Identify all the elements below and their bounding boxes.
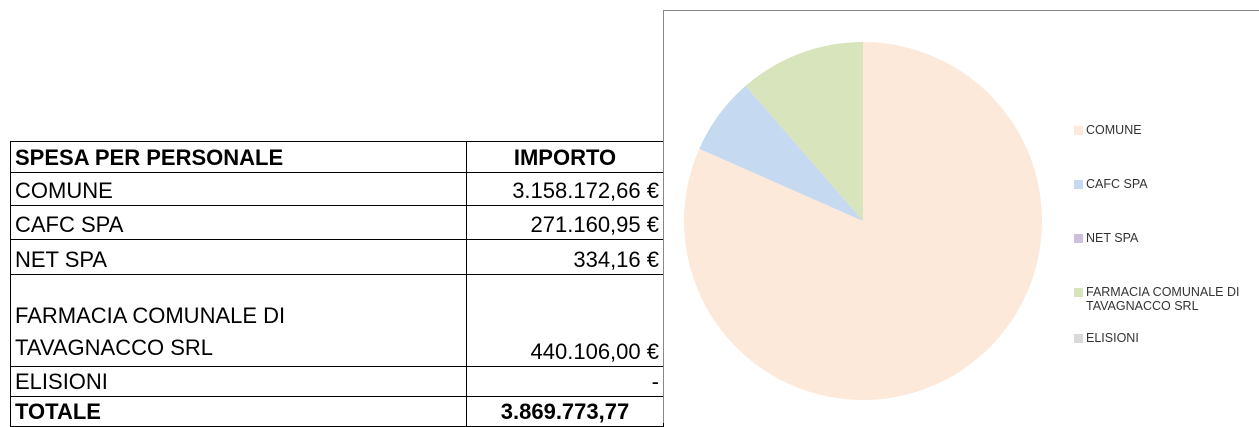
label-cell: FARMACIA COMUNALE DI TAVAGNACCO SRL: [10, 274, 467, 367]
cell-text: NET SPA: [15, 247, 108, 272]
legend-label: FARMACIA COMUNALE DI TAVAGNACCO SRL: [1086, 285, 1240, 313]
pie-canvas: [684, 42, 1042, 400]
legend-item: COMUNE: [1074, 123, 1254, 137]
cell-text: 3.869.773,77: [500, 399, 630, 424]
chart: COMUNE CAFC SPA NET SPA FARMACIA COMUNALE D…: [663, 10, 1259, 423]
table-row: FARMACIA COMUNALE DI TAVAGNACCO SRL 440.1…: [10, 274, 664, 367]
legend-label: CAFC SPA: [1086, 177, 1148, 191]
table-row: COMUNE 3.158.172,66 €: [10, 172, 664, 206]
legend-label: COMUNE: [1086, 123, 1142, 137]
amount-cell: -: [466, 366, 664, 397]
label-cell: SPESA PER PERSONALE: [10, 141, 467, 173]
legend-swatch: [1074, 288, 1083, 297]
expense-table: SPESA PER PERSONALE IMPORTO COMUNE 3.158.17…: [10, 141, 664, 427]
label-cell: NET SPA: [10, 239, 467, 275]
amount-cell: IMPORTO: [466, 141, 664, 173]
legend-item: ELISIONI: [1074, 331, 1254, 345]
cell-text: TOTALE: [15, 399, 101, 424]
amount-cell: 440.106,00 €: [466, 274, 664, 367]
table-row: CAFC SPA 271.160,95 €: [10, 205, 664, 240]
amount-cell: 3.869.773,77: [466, 396, 664, 427]
cell-text: SPESA PER PERSONALE: [15, 145, 284, 170]
amount-cell: 334,16 €: [466, 239, 664, 275]
label-cell: COMUNE: [10, 172, 467, 206]
legend-label: ELISIONI: [1086, 331, 1139, 345]
legend-item: NET SPA: [1074, 231, 1254, 245]
cell-text: 440.106,00 €: [530, 339, 659, 364]
pie-slice: [745, 85, 863, 221]
label-cell: TOTALE: [10, 396, 467, 427]
cell-text: 3.158.172,66 €: [512, 178, 659, 203]
pie-slice: [745, 42, 863, 221]
label-cell: ELISIONI: [10, 366, 467, 397]
cell-text: FARMACIA COMUNALE DI TAVAGNACCO SRL: [15, 303, 286, 360]
legend-swatch: [1074, 234, 1083, 243]
amount-cell: 271.160,95 €: [466, 205, 664, 240]
legend-swatch: [1074, 180, 1083, 189]
amount-cell: 3.158.172,66 €: [466, 172, 664, 206]
cell-text: COMUNE: [15, 178, 113, 203]
cell-text: -: [651, 369, 659, 394]
table-row: TOTALE 3.869.773,77: [10, 396, 664, 427]
cell-text: 334,16 €: [573, 247, 659, 272]
table-row: SPESA PER PERSONALE IMPORTO: [10, 141, 664, 173]
label-cell: CAFC SPA: [10, 205, 467, 240]
cell-text: CAFC SPA: [15, 212, 124, 237]
legend-swatch: [1074, 126, 1083, 135]
cell-text: ELISIONI: [15, 369, 108, 394]
table-row: ELISIONI -: [10, 366, 664, 397]
pie-slice: [699, 85, 863, 221]
legend-item: CAFC SPA: [1074, 177, 1254, 191]
legend-swatch: [1074, 334, 1083, 343]
cell-text: IMPORTO: [513, 145, 617, 170]
cell-text: 271.160,95 €: [530, 212, 659, 237]
legend-item: FARMACIA COMUNALE DI TAVAGNACCO SRL: [1074, 285, 1254, 313]
table-row: NET SPA 334,16 €: [10, 239, 664, 275]
legend-label: NET SPA: [1086, 231, 1139, 245]
